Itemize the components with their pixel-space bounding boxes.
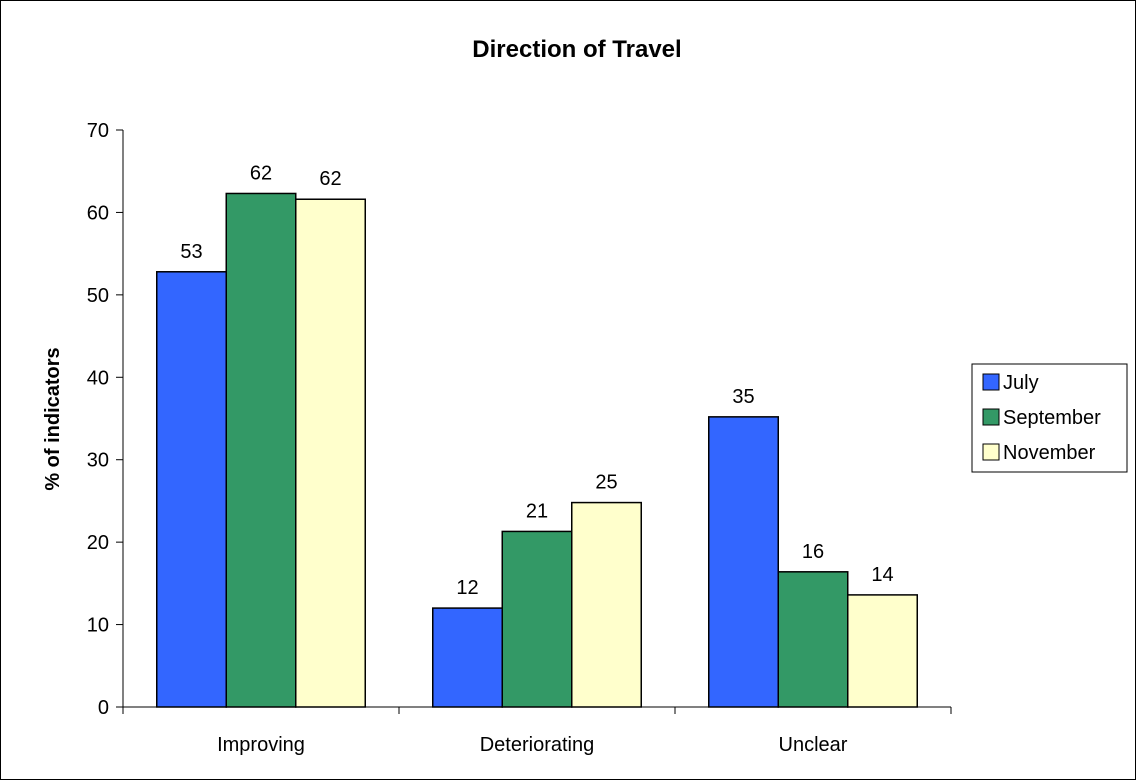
- bar-july-improving: [156, 271, 227, 708]
- y-tick-label: 10: [87, 615, 109, 637]
- data-label: 12: [456, 577, 478, 599]
- legend-label-september: September: [1003, 407, 1101, 429]
- legend-label-july: July: [1003, 372, 1039, 394]
- bar-september-deteriorating: [501, 530, 573, 708]
- x-category-label: Improving: [217, 734, 305, 756]
- x-category-label: Deteriorating: [480, 734, 595, 756]
- data-label: 62: [319, 168, 341, 190]
- bar-july-deteriorating: [432, 607, 503, 708]
- chart-title: Direction of Travel: [472, 36, 681, 63]
- y-tick-label: 70: [87, 120, 109, 142]
- y-axis-title: % of indicators: [42, 347, 64, 490]
- legend-swatch-november: [982, 443, 1000, 461]
- data-label: 21: [526, 500, 548, 522]
- y-tick-label: 20: [87, 532, 109, 554]
- bar-september-unclear: [777, 571, 849, 708]
- plot-area: 0 10 20 30 40 50 60 70 Improving 53 62 62 Deteriorat…: [87, 120, 952, 756]
- y-tick-label: 60: [87, 202, 109, 224]
- bar-july-unclear: [708, 416, 779, 708]
- x-category-label: Unclear: [779, 734, 848, 756]
- legend: July September November: [971, 363, 1128, 473]
- data-label: 16: [802, 541, 824, 563]
- legend-label-november: November: [1003, 442, 1096, 464]
- data-label: 14: [871, 564, 893, 586]
- bar-november-improving: [295, 198, 366, 708]
- data-label: 25: [595, 472, 617, 494]
- data-label: 53: [180, 241, 202, 263]
- data-label: 62: [250, 162, 272, 184]
- y-tick-label: 40: [87, 367, 109, 389]
- bar-november-deteriorating: [571, 501, 642, 708]
- y-tick-label: 50: [87, 285, 109, 307]
- data-label: 35: [732, 386, 754, 408]
- legend-swatch-july: [982, 373, 1000, 391]
- legend-swatch-september: [982, 408, 1000, 426]
- bar-september-improving: [225, 192, 297, 708]
- y-tick-label: 30: [87, 450, 109, 472]
- bar-november-unclear: [847, 594, 918, 708]
- y-tick-label: 0: [98, 697, 109, 719]
